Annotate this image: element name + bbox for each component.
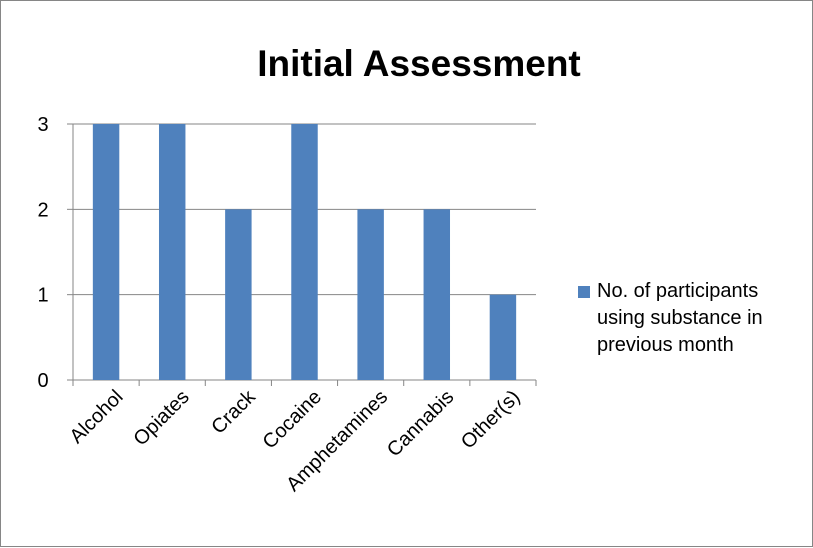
y-tick-label-2: 2: [37, 199, 48, 221]
y-tick-labels: 0 1 2 3: [37, 114, 48, 392]
bar-alcohol: [92, 124, 120, 380]
x-tick-label-alcohol: Alcohol: [66, 386, 128, 448]
bars: [92, 124, 517, 380]
bar-opiates: [158, 124, 186, 380]
bar-cocaine: [291, 124, 318, 380]
bar-amphetamines: [357, 209, 384, 380]
y-tick-label-3: 3: [37, 114, 48, 136]
legend-swatch: [578, 286, 590, 298]
legend: No. of participants using substance in p…: [578, 278, 808, 359]
x-tick-labels: Alcohol Opiates CrackCocaineAmphetaminesCa…: [66, 385, 525, 496]
bar-other-s-: [489, 294, 517, 380]
chart-title: Initial Assessment: [257, 43, 581, 84]
y-tick-label-1: 1: [37, 285, 48, 307]
x-tick-label-cannabis: Cannabis: [383, 386, 458, 461]
legend-label: No. of participants using substance in p…: [597, 280, 763, 356]
bar-cannabis: [423, 209, 451, 380]
x-tick-label-crack: Crack: [207, 385, 260, 438]
y-tick-label-0: 0: [37, 370, 48, 392]
bar-crack: [225, 209, 252, 380]
x-tick-label-other-s-: Other(s): [457, 386, 524, 453]
x-tick-label-cocaine: Cocaine: [259, 386, 326, 453]
x-tick-label-opiates: Opiates: [129, 386, 193, 450]
